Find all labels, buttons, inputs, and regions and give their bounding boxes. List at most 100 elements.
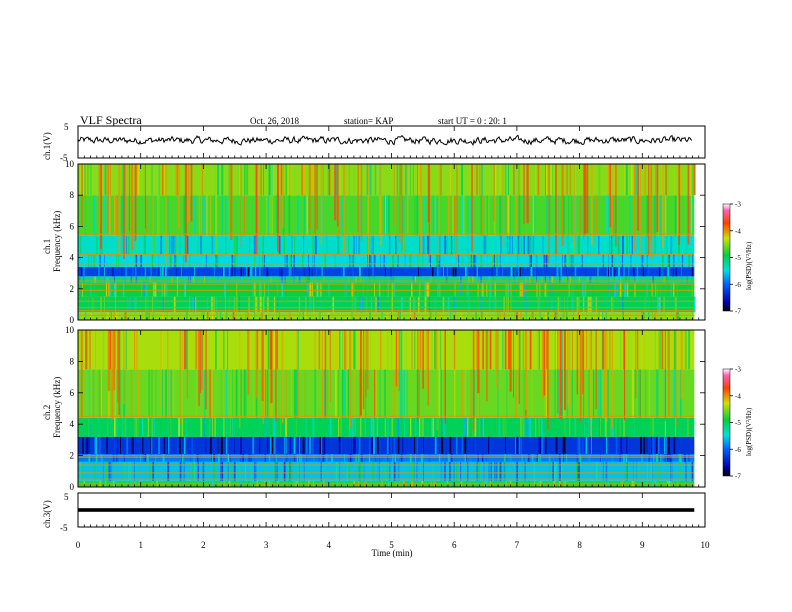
spectrogram-streak xyxy=(342,266,345,277)
spectrogram-streak xyxy=(595,296,597,313)
spectrogram-streak xyxy=(167,312,169,320)
spectrogram-streak xyxy=(79,276,81,283)
spectrogram-streak xyxy=(131,276,134,283)
sferic-streak xyxy=(639,164,641,258)
spectrogram-streak xyxy=(215,235,218,255)
spectrogram-streak xyxy=(448,454,450,462)
spectrogram-streak xyxy=(495,417,497,437)
spectrogram-streak xyxy=(200,195,203,236)
spectrogram-streak xyxy=(599,417,601,437)
spectrogram-streak xyxy=(661,266,663,277)
sferic-streak xyxy=(126,164,128,231)
spectrogram-streak xyxy=(271,436,273,455)
spectrogram-streak xyxy=(175,266,178,277)
sferic-streak xyxy=(438,164,440,262)
spectrogram-streak xyxy=(548,461,551,481)
spectrogram-streak xyxy=(389,436,391,455)
spectrogram-streak xyxy=(137,254,139,267)
spectrogram-streak xyxy=(602,330,605,370)
spectrogram-streak xyxy=(687,282,690,297)
spectrogram-streak xyxy=(152,282,154,297)
spectrogram-streak xyxy=(606,266,607,277)
spectrogram-streak xyxy=(624,312,626,320)
spectrogram-streak xyxy=(196,454,199,462)
spectrogram-streak xyxy=(482,417,484,437)
spectrogram-streak xyxy=(467,235,469,255)
spectrogram-streak xyxy=(331,254,333,267)
spectrogram-streak xyxy=(529,276,531,283)
spectrogram-streak xyxy=(155,369,157,418)
spectrogram-streak xyxy=(652,276,655,283)
spectrogram-streak xyxy=(285,164,287,196)
spectrogram-streak xyxy=(641,254,644,267)
spectrogram-streak xyxy=(290,235,292,255)
spectrogram-streak xyxy=(624,164,625,196)
spectrogram-streak xyxy=(260,164,262,196)
spectrogram-streak xyxy=(477,282,479,297)
spectrogram-streak xyxy=(667,312,669,320)
spectrogram-streak xyxy=(587,276,589,283)
ytick-label: 4 xyxy=(70,419,75,429)
spectrogram-streak xyxy=(100,296,102,313)
spectrogram-streak xyxy=(98,276,100,283)
spectrogram-streak xyxy=(99,235,101,255)
spectrogram-streak xyxy=(452,266,455,277)
spectrogram-streak xyxy=(171,235,173,255)
spectrogram-streak xyxy=(267,330,270,370)
spectrogram-streak xyxy=(455,312,456,320)
spectrogram-streak xyxy=(642,266,644,277)
spectrogram-streak xyxy=(225,235,227,255)
spectrogram-streak xyxy=(127,296,129,313)
spectrogram-streak xyxy=(374,282,375,297)
spectrogram-streak xyxy=(496,266,498,277)
spectrogram-streak xyxy=(501,195,504,236)
spectrogram-streak xyxy=(263,282,265,297)
spectrogram-streak xyxy=(524,296,527,313)
spectrogram-streak xyxy=(631,235,633,255)
spectrogram-streak xyxy=(542,235,544,255)
spectrogram-streak xyxy=(130,312,132,320)
spectrogram-streak xyxy=(226,436,228,455)
spectrogram-streak xyxy=(152,195,154,236)
sferic-streak xyxy=(564,330,566,411)
spectrogram-streak xyxy=(228,276,231,283)
spectrogram-streak xyxy=(164,282,166,297)
spectrogram-streak xyxy=(135,417,137,437)
spectrogram-streak xyxy=(513,312,515,320)
spectrogram-streak xyxy=(202,461,205,481)
spectrogram-streak xyxy=(478,296,480,313)
spectrogram-streak xyxy=(279,266,281,277)
spectrogram-streak xyxy=(185,330,187,370)
spectrogram-streak xyxy=(461,369,463,418)
spectrogram-streak xyxy=(495,296,497,313)
spectrogram-streak xyxy=(671,454,673,462)
spectrogram-streak xyxy=(562,276,564,283)
spectrogram-streak xyxy=(664,282,666,297)
spectrogram-streak xyxy=(559,254,560,267)
spectrogram-streak xyxy=(412,461,414,481)
spectrogram-streak xyxy=(667,254,670,267)
spectrogram-streak xyxy=(497,461,500,481)
spectrogram-streak xyxy=(441,282,443,297)
spectrogram-streak xyxy=(149,312,152,320)
spectrogram-streak xyxy=(440,461,443,481)
spectrogram-streak xyxy=(190,454,191,462)
spectrogram-streak xyxy=(479,417,481,437)
spectrogram-streak xyxy=(384,369,386,418)
ch1-waveform-panel: 5 -5 ch.1(V) xyxy=(42,122,706,163)
spectrogram-streak xyxy=(595,282,597,297)
spectrogram-streak xyxy=(415,417,417,437)
sferic-streak xyxy=(493,164,495,222)
sferic-streak xyxy=(590,164,593,246)
spectrogram-streak xyxy=(243,369,246,418)
spectrogram-streak xyxy=(226,266,228,277)
colorbar-tick-label: -7 xyxy=(735,473,741,481)
ch3-ytick-top: 5 xyxy=(64,492,69,502)
spectrogram-streak xyxy=(351,312,354,320)
spectrogram-streak xyxy=(427,235,429,255)
spectrogram-band xyxy=(78,312,695,320)
spectrogram-streak xyxy=(273,461,276,481)
sferic-streak xyxy=(277,164,279,252)
spectrogram-streak xyxy=(453,417,455,437)
ytick-label: 10 xyxy=(65,325,75,335)
